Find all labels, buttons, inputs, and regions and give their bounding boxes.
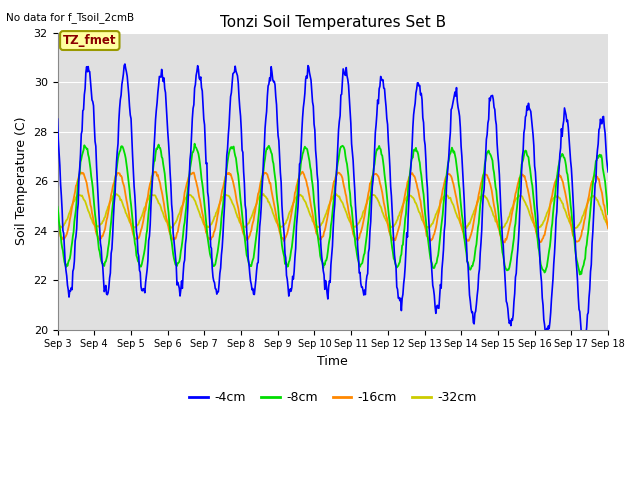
X-axis label: Time: Time xyxy=(317,355,348,368)
Text: No data for f_Tsoil_2cmB: No data for f_Tsoil_2cmB xyxy=(6,12,134,23)
Y-axis label: Soil Temperature (C): Soil Temperature (C) xyxy=(15,117,28,245)
Title: Tonzi Soil Temperatures Set B: Tonzi Soil Temperatures Set B xyxy=(220,15,446,30)
Text: TZ_fmet: TZ_fmet xyxy=(63,34,116,47)
Legend: -4cm, -8cm, -16cm, -32cm: -4cm, -8cm, -16cm, -32cm xyxy=(184,386,481,409)
